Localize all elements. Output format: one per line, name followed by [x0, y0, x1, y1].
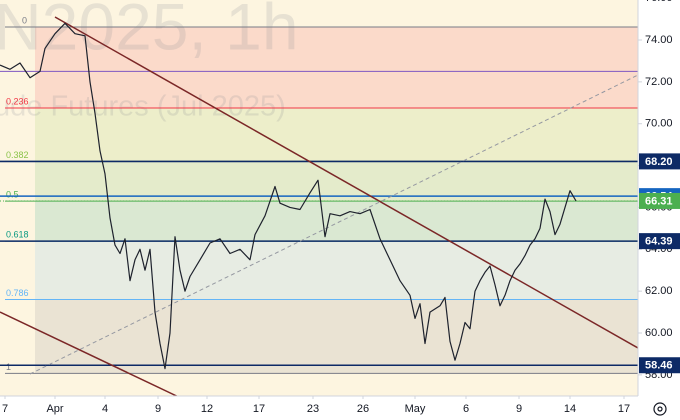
fib-band: [35, 161, 638, 202]
price-box: [639, 192, 680, 209]
x-tick-label: 12: [201, 403, 213, 415]
price-box-label: 64.39: [645, 236, 673, 248]
price-box-label: 58.46: [645, 360, 673, 372]
price-box-label: 68.20: [645, 156, 673, 168]
trend-line: [0, 311, 186, 401]
fib-band: [35, 108, 638, 162]
watermark-title: N2025, 1h: [0, 0, 299, 63]
y-tick-label: 72.00: [645, 76, 673, 88]
fib-label: 0.5: [6, 190, 19, 200]
fib-label: 0.786: [6, 288, 29, 298]
x-tick-label: 14: [564, 403, 576, 415]
fib-label: 0.236: [6, 96, 29, 106]
fib-label: 0.618: [6, 230, 29, 240]
fib-band: [35, 241, 638, 300]
x-tick-label: May: [405, 403, 426, 415]
price-box: [639, 153, 680, 170]
time-axis: [0, 396, 680, 420]
y-tick-label: 74.00: [645, 34, 673, 46]
price-box: [639, 233, 680, 250]
settings-button[interactable]: [653, 402, 667, 416]
trend-dashed: [29, 73, 641, 375]
fib-band: [35, 299, 638, 374]
y-tick-label: 76.00: [645, 0, 673, 4]
y-tick-label: 60.00: [645, 327, 673, 339]
fib-label: 0.382: [6, 150, 29, 160]
settings-icon: [657, 406, 663, 412]
plot-background: [0, 0, 638, 396]
x-tick-label: 17: [618, 403, 630, 415]
x-tick-label: 7: [2, 403, 8, 415]
x-tick-label: 26: [357, 403, 369, 415]
price-axis: [638, 0, 680, 420]
fib-band: [35, 201, 638, 242]
x-tick-label: Apr: [46, 403, 63, 415]
y-tick-label: 62.00: [645, 285, 673, 297]
x-tick-label: 9: [155, 403, 161, 415]
price-box-label: 66.31: [645, 195, 673, 207]
fib-band: [35, 27, 638, 109]
x-tick-label: 9: [516, 403, 522, 415]
watermark-subtitle: ude Futures (Jul 2025): [0, 91, 286, 123]
x-tick-label: 4: [102, 403, 108, 415]
x-tick-label: 17: [253, 403, 265, 415]
trend-line: [54, 16, 639, 349]
x-tick-label: 23: [307, 403, 319, 415]
fib-label: 0: [22, 15, 27, 25]
y-tick-label: 70.00: [645, 118, 673, 130]
price-line: [0, 22, 577, 370]
fib-label: 1: [6, 362, 11, 372]
price-box: [639, 357, 680, 374]
x-tick-label: 6: [463, 403, 469, 415]
